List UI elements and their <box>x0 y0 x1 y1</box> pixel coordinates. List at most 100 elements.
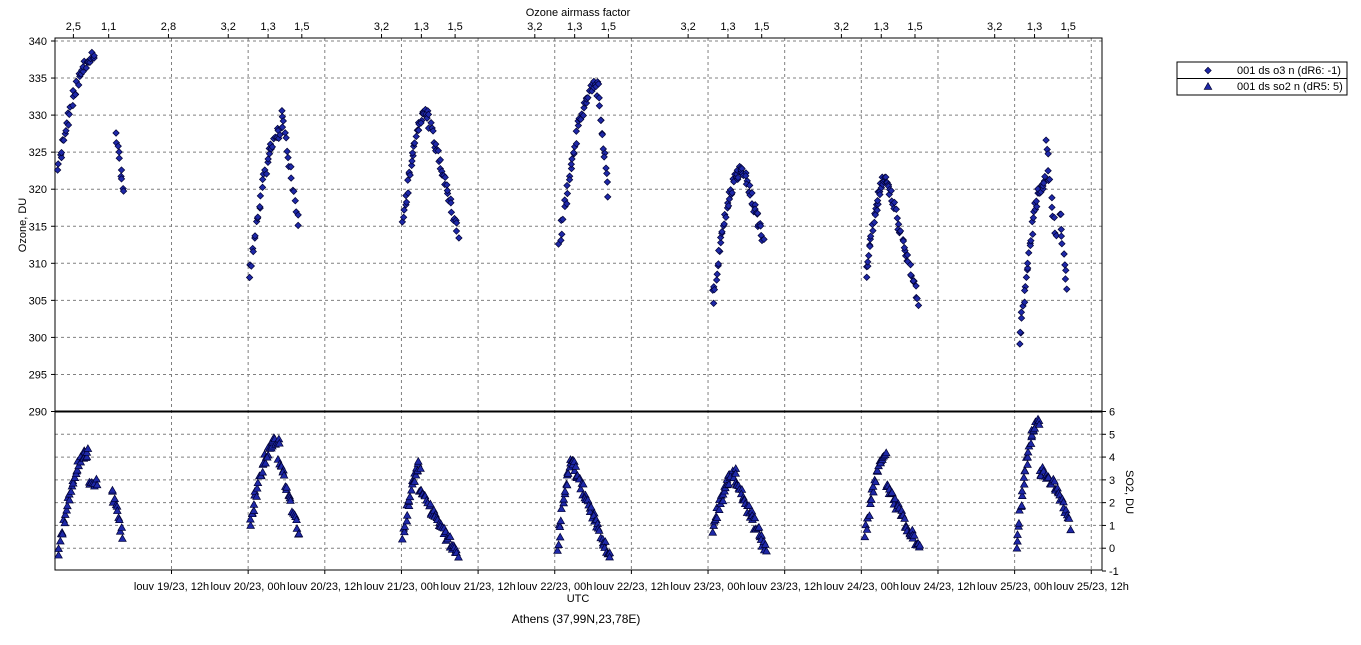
ozone-point <box>284 153 292 162</box>
so2-point <box>1013 530 1022 538</box>
so2-point <box>881 448 891 457</box>
gridlines <box>55 38 1102 570</box>
ozone-point <box>584 93 592 102</box>
ozone-point <box>753 209 762 217</box>
so2-point <box>555 532 565 541</box>
x-tick-label: louv 21/23, 00h <box>364 581 439 593</box>
so2-point <box>860 532 870 541</box>
top-tick-label: 1,5 <box>754 21 769 33</box>
ozone-point <box>1048 194 1056 202</box>
ozone-point <box>247 262 256 270</box>
so2-point <box>74 461 84 470</box>
top-tick-label: 1,3 <box>874 21 889 33</box>
so2-point <box>866 499 875 508</box>
ozone-point <box>452 219 461 227</box>
so2-point <box>65 495 74 504</box>
so2-point <box>286 496 295 504</box>
so2-point <box>108 485 117 494</box>
so2-point <box>402 516 412 525</box>
ozone-point <box>75 81 83 89</box>
ozone-point <box>443 186 452 195</box>
ozone-point <box>117 166 126 174</box>
so2-point <box>54 544 63 552</box>
so2-point <box>249 506 259 514</box>
top-tick-label: 1,3 <box>1027 21 1042 33</box>
x-tick-label: louv 24/23, 00h <box>824 581 899 593</box>
so2-point <box>68 478 78 487</box>
so2-point <box>399 527 409 536</box>
ozone-point <box>712 276 721 284</box>
ozone-point <box>412 132 420 141</box>
so2-point <box>253 478 263 487</box>
ozone-point <box>1039 179 1048 187</box>
so2-point <box>866 495 876 503</box>
ozone-point <box>600 153 608 161</box>
top-tick-label: 1,3 <box>567 21 582 33</box>
ozone-point <box>1063 285 1071 293</box>
ozone-point <box>268 143 277 151</box>
so2-point <box>1036 471 1046 480</box>
x-axis-ticks: louv 19/23, 12h louv 20/23, 00h louv 20/23… <box>134 570 1129 593</box>
so2-point <box>60 510 70 518</box>
ozone-axis-label: Ozone, DU <box>17 198 29 252</box>
so2-point <box>744 501 754 509</box>
ozone-point <box>710 285 719 294</box>
top-tick-label: 1,5 <box>294 21 309 33</box>
so2-point <box>262 452 272 461</box>
so2-point <box>60 518 70 527</box>
so2-point <box>1019 479 1029 488</box>
ozone-point <box>1029 214 1038 222</box>
ozone-point <box>1028 217 1036 226</box>
ozone-point <box>864 258 872 266</box>
so2-tick-label: -1 <box>1109 566 1119 578</box>
so2-point <box>909 530 919 539</box>
top-axis-title: Ozone airmass factor <box>526 7 631 19</box>
so2-point <box>416 464 425 472</box>
ozone-point <box>279 117 287 125</box>
ozone-point <box>245 273 254 282</box>
so2-point <box>92 474 101 483</box>
so2-point <box>258 467 268 476</box>
ozone-point <box>1023 259 1032 267</box>
ozone-point <box>1061 275 1070 283</box>
ozone-point <box>1052 231 1061 240</box>
ozone-tick-label: 300 <box>29 332 47 344</box>
so2-point <box>1043 473 1053 481</box>
so2-point <box>1027 430 1037 439</box>
ozone-tick-label: 290 <box>29 407 47 419</box>
ozone-point <box>865 251 873 260</box>
so2-point <box>1020 466 1030 475</box>
ozone-point <box>82 64 90 72</box>
x-tick-label: louv 20/23, 00h <box>211 581 286 593</box>
ozone-point <box>112 129 120 137</box>
ozone-point <box>90 52 98 60</box>
ozone-axis-ticks: 340 335 330 325 320 315 310 305 300 295 290 <box>29 36 55 419</box>
ozone-point <box>572 127 581 135</box>
so2-axis-ticks: 6 5 4 3 2 1 0 -1 <box>1102 407 1119 578</box>
x-tick-label: louv 23/23, 12h <box>747 581 822 593</box>
so2-point <box>413 456 423 465</box>
ozone-point <box>569 148 578 157</box>
ozone-tick-label: 295 <box>29 369 47 381</box>
ozone-point <box>717 238 725 247</box>
ozone-tick-label: 315 <box>29 221 47 233</box>
ozone-point <box>574 121 583 130</box>
ozone-point <box>407 161 416 170</box>
ozone-point <box>64 121 73 129</box>
so2-point <box>282 482 292 491</box>
so2-point <box>1023 459 1032 468</box>
ozone-point <box>567 164 576 173</box>
so2-point <box>1030 423 1040 432</box>
so2-point <box>709 521 719 529</box>
ozone-point <box>404 176 412 184</box>
so2-point <box>871 477 880 486</box>
x-tick-label: louv 20/23, 12h <box>287 581 362 593</box>
ozone-point <box>748 189 756 197</box>
ozone-point <box>892 205 900 213</box>
x-axis-label: UTC <box>567 593 590 605</box>
ozone-point <box>1044 150 1052 158</box>
ozone-point <box>57 148 66 157</box>
top-tick-label: 1,5 <box>1061 21 1076 33</box>
ozone-point <box>876 190 884 199</box>
ozone-point <box>1058 239 1066 248</box>
